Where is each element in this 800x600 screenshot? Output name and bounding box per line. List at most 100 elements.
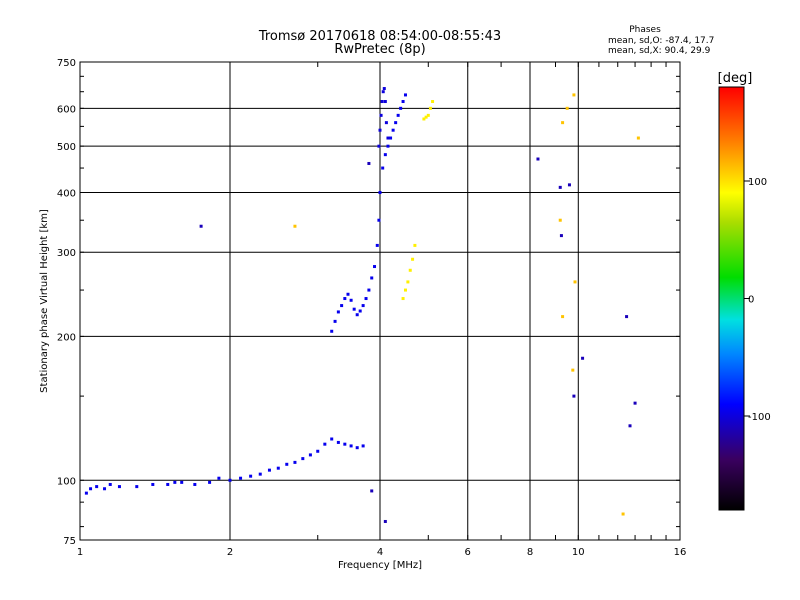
data-point xyxy=(249,474,253,478)
data-point xyxy=(399,106,403,110)
minor-ticks xyxy=(80,62,680,540)
data-point xyxy=(349,444,353,448)
data-point xyxy=(565,106,569,110)
x-tick-label: 2 xyxy=(227,547,233,558)
data-point xyxy=(135,485,139,489)
data-points xyxy=(84,87,640,523)
stats-o-mode: mean, sd,O: -87.4, 17.7 xyxy=(608,36,714,46)
data-point xyxy=(84,491,88,495)
data-point xyxy=(108,482,112,486)
data-point xyxy=(386,144,390,148)
stats-x-mode: mean, sd,X: 90.4, 29.9 xyxy=(608,46,711,56)
data-point xyxy=(403,93,407,97)
y-tick-label: 75 xyxy=(63,536,76,547)
x-tick-label: 4 xyxy=(377,547,383,558)
data-point xyxy=(180,480,184,484)
x-tick-label: 6 xyxy=(465,547,471,558)
data-point xyxy=(536,157,540,161)
y-tick-label: 400 xyxy=(57,188,76,199)
data-point xyxy=(380,100,384,104)
colorbar-label: [deg] xyxy=(718,71,753,86)
data-point xyxy=(377,218,381,222)
data-point xyxy=(323,442,327,446)
data-point xyxy=(383,100,387,104)
colorbar-tick-label: -100 xyxy=(748,412,771,423)
data-point xyxy=(336,440,340,444)
chart-subtitle: RwPretec (8p) xyxy=(334,42,425,57)
data-point xyxy=(426,113,430,117)
x-tick-label: 16 xyxy=(674,547,687,558)
data-point xyxy=(336,310,340,314)
data-point xyxy=(367,161,371,165)
data-point xyxy=(293,224,297,228)
data-point xyxy=(117,485,121,489)
data-point xyxy=(370,489,374,493)
y-axis-label: Stationary phase Virtual Height [km] xyxy=(39,209,50,393)
data-point xyxy=(333,319,337,323)
data-point xyxy=(355,446,359,450)
y-tick-label: 600 xyxy=(57,104,76,115)
data-point xyxy=(208,480,212,484)
data-point xyxy=(406,280,410,284)
data-point xyxy=(383,519,387,523)
data-point xyxy=(411,257,415,261)
data-point xyxy=(267,468,271,472)
data-point xyxy=(343,442,347,446)
data-point xyxy=(561,315,565,319)
data-point xyxy=(401,100,405,104)
y-tick-label: 500 xyxy=(57,142,76,153)
data-point xyxy=(367,288,371,292)
data-point xyxy=(424,115,428,119)
data-point xyxy=(285,462,289,466)
data-point xyxy=(572,394,576,398)
data-point xyxy=(352,307,356,311)
data-point xyxy=(330,329,334,333)
data-point xyxy=(633,401,637,405)
data-point xyxy=(558,218,562,222)
data-point xyxy=(95,485,99,489)
data-point xyxy=(199,224,203,228)
data-point xyxy=(361,444,365,448)
data-point xyxy=(151,482,155,486)
data-point xyxy=(89,487,93,491)
data-point xyxy=(396,113,400,117)
data-point xyxy=(559,234,563,238)
colorbar-ticks: 100 0 -100 xyxy=(744,177,771,423)
y-tick-labels: 75 100 200 300 400 500 600 750 xyxy=(57,58,76,547)
data-point xyxy=(378,128,382,132)
colorbar xyxy=(718,86,745,511)
data-point xyxy=(364,297,368,301)
y-tick-label: 300 xyxy=(57,248,76,259)
data-point xyxy=(377,144,381,148)
data-point xyxy=(217,476,221,480)
data-point xyxy=(193,482,197,486)
data-point xyxy=(383,153,387,157)
data-point xyxy=(355,313,359,317)
colorbar-tick-label: 100 xyxy=(748,177,767,188)
colorbar-tick-label: 0 xyxy=(748,295,754,306)
data-point xyxy=(358,309,362,313)
chart-title: Tromsø 20170618 08:54:00-08:55:43 xyxy=(258,29,501,44)
data-point xyxy=(378,190,382,194)
y-tick-label: 100 xyxy=(57,476,76,487)
data-point xyxy=(422,117,426,121)
data-point xyxy=(276,466,280,470)
y-tick-label: 750 xyxy=(57,58,76,69)
data-point xyxy=(561,121,565,125)
data-point xyxy=(173,480,177,484)
data-point xyxy=(316,449,320,453)
data-point xyxy=(308,453,312,457)
data-point xyxy=(375,243,379,247)
data-point xyxy=(330,437,334,441)
data-point xyxy=(346,292,350,296)
data-point xyxy=(403,288,407,292)
data-point xyxy=(349,298,353,302)
x-tick-label: 1 xyxy=(77,547,83,558)
y-tick-label: 200 xyxy=(57,332,76,343)
x-tick-labels: 1 2 4 6 8 10 16 xyxy=(77,547,687,558)
data-point xyxy=(228,478,232,482)
data-point xyxy=(258,472,262,476)
data-point xyxy=(581,356,585,360)
data-point xyxy=(103,487,107,491)
